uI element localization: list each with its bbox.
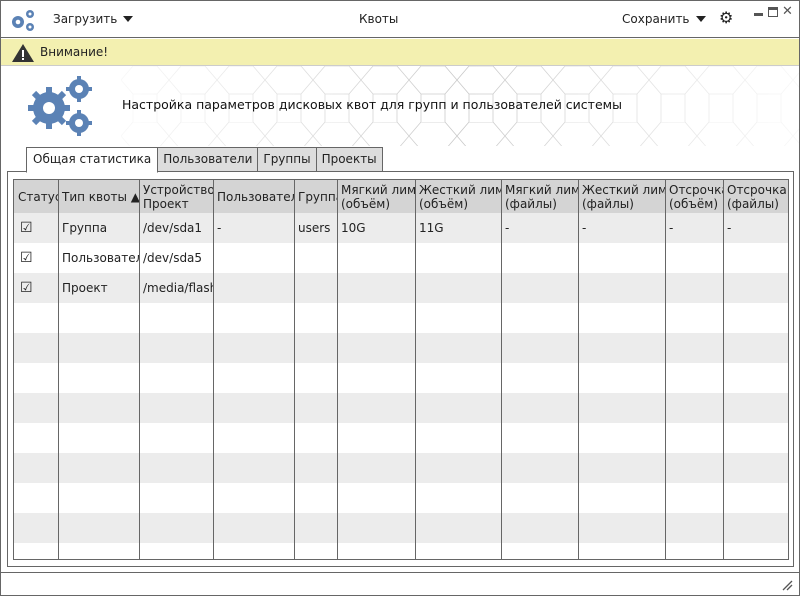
table-row[interactable]: [14, 483, 788, 513]
cell-quota-type: Группа: [62, 221, 108, 235]
status-checkbox[interactable]: ☑: [20, 250, 33, 266]
cell-user: -: [217, 221, 222, 235]
cell-user: [213, 243, 294, 273]
app-gears-icon: [12, 10, 34, 31]
save-menu-label: Сохранить: [622, 12, 690, 26]
cell-grace-volume: [665, 273, 723, 303]
cell-group: [294, 273, 337, 303]
table-row[interactable]: [14, 393, 788, 423]
status-bar: [1, 572, 799, 596]
cell-hard-limit-volume: 11G: [419, 221, 444, 235]
cell-hard-limit-volume: [415, 273, 501, 303]
status-checkbox[interactable]: ☑: [20, 220, 33, 236]
column-divider[interactable]: [578, 180, 579, 559]
cell-user: [213, 273, 294, 303]
cell-device: /dev/sda5: [143, 251, 203, 265]
column-header-group[interactable]: Группа: [298, 189, 337, 204]
table-row[interactable]: [14, 543, 788, 559]
table-row[interactable]: ☑ Пользователь/dev/sda5: [14, 243, 788, 273]
close-icon[interactable]: ✕: [782, 4, 793, 19]
warning-icon: [12, 44, 34, 62]
cell-soft-limit-volume: 10G: [341, 221, 366, 235]
table-row[interactable]: [14, 303, 788, 333]
cell-grace-files: -: [727, 221, 732, 235]
column-header-grace-volume[interactable]: Отсрочка (объём): [669, 182, 723, 211]
tab-projects[interactable]: Проекты: [315, 147, 383, 172]
cell-soft-limit-files: [501, 243, 578, 273]
window-title: Квоты: [359, 12, 399, 26]
cell-quota-type: Пользователь: [62, 251, 139, 265]
column-divider[interactable]: [294, 180, 295, 559]
column-divider[interactable]: [415, 180, 416, 559]
cell-hard-limit-files: -: [582, 221, 587, 235]
cell-hard-limit-files: [578, 243, 665, 273]
cell-hard-limit-files: [578, 273, 665, 303]
cell-grace-files: [723, 273, 788, 303]
column-divider[interactable]: [723, 180, 724, 559]
load-menu-label: Загрузить: [53, 12, 118, 26]
cell-group: [294, 243, 337, 273]
table-row[interactable]: ☑ Группа/dev/sda1- users 10G 11G - - - -: [14, 213, 788, 243]
chevron-down-icon: [123, 16, 134, 22]
cell-quota-type: Проект: [62, 281, 108, 295]
tab-panel: [7, 171, 794, 567]
banner: Настройка параметров дисковых квот для г…: [1, 66, 799, 146]
header-bar: Загрузить Квоты Сохранить ⚙ ✕: [1, 1, 799, 38]
column-header-hard-limit-files[interactable]: Жесткий лимит (файлы): [582, 182, 665, 211]
column-divider[interactable]: [501, 180, 502, 559]
cell-soft-limit-files: -: [505, 221, 510, 235]
column-header-device[interactable]: Устройство Проект: [143, 182, 213, 211]
save-menu[interactable]: Сохранить: [622, 12, 706, 26]
column-divider[interactable]: [337, 180, 338, 559]
cell-group: users: [298, 221, 331, 235]
cell-hard-limit-volume: [415, 243, 501, 273]
column-header-soft-limit-files[interactable]: Мягкий лимит (файлы): [505, 182, 578, 211]
maximize-icon[interactable]: [768, 7, 778, 17]
status-checkbox[interactable]: ☑: [20, 280, 33, 296]
cell-soft-limit-volume: [337, 243, 415, 273]
column-divider[interactable]: [665, 180, 666, 559]
column-divider[interactable]: [58, 180, 59, 559]
table-row[interactable]: ☑ Проект/media/flash: [14, 273, 788, 303]
table-row[interactable]: [14, 363, 788, 393]
column-header-soft-limit-volume[interactable]: Мягкий лимит (объём): [341, 182, 415, 211]
column-divider[interactable]: [213, 180, 214, 559]
column-header-quota-type[interactable]: Тип квоты ▲: [62, 189, 139, 204]
table-row[interactable]: [14, 333, 788, 363]
column-header-hard-limit-volume[interactable]: Жесткий лимит (объём): [419, 182, 501, 211]
warning-bar: Внимание!: [1, 39, 799, 66]
cell-soft-limit-volume: [337, 273, 415, 303]
table-header: Статус Тип квоты ▲ Устройство Проект Пользо…: [14, 180, 788, 213]
quota-gears-icon: [28, 76, 92, 136]
column-header-status[interactable]: Статус: [18, 189, 58, 204]
hexagon-background: [121, 66, 799, 146]
resize-grip-icon[interactable]: [781, 579, 793, 591]
settings-gear-icon[interactable]: ⚙: [719, 8, 734, 27]
cell-grace-files: [723, 243, 788, 273]
chevron-down-icon: [695, 16, 706, 22]
banner-text: Настройка параметров дисковых квот для г…: [122, 97, 622, 112]
tab-general-statistics[interactable]: Общая статистика: [26, 147, 159, 173]
tab-bar: Общая статистика Пользователи Группы Про…: [26, 147, 383, 173]
tab-groups[interactable]: Группы: [257, 147, 317, 172]
cell-grace-volume: -: [669, 221, 674, 235]
column-header-user[interactable]: Пользователь: [217, 189, 294, 204]
cell-soft-limit-files: [501, 273, 578, 303]
tab-users[interactable]: Пользователи: [157, 147, 259, 172]
quota-table: Статус Тип квоты ▲ Устройство Проект Пользо…: [13, 179, 789, 560]
cell-device: /media/flash: [143, 281, 213, 295]
column-divider[interactable]: [139, 180, 140, 559]
table-row[interactable]: [14, 453, 788, 483]
minimize-icon[interactable]: [754, 13, 763, 16]
table-row[interactable]: [14, 423, 788, 453]
column-header-grace-files[interactable]: Отсрочка (файлы): [727, 182, 787, 211]
cell-device: /dev/sda1: [143, 221, 203, 235]
table-row[interactable]: [14, 513, 788, 543]
load-menu[interactable]: Загрузить: [53, 12, 134, 26]
warning-text: Внимание!: [40, 45, 109, 59]
cell-grace-volume: [665, 243, 723, 273]
